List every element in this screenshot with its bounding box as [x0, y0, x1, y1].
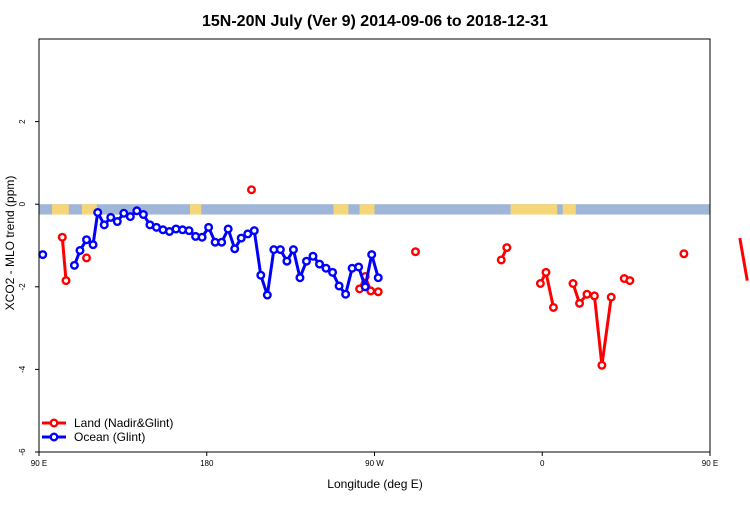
series-ocean-point [328, 267, 338, 277]
series-ocean-point [321, 263, 331, 273]
series-ocean-point [184, 226, 194, 236]
series-ocean-point [82, 235, 92, 245]
y-tick-label: -6 [18, 448, 27, 456]
land-patch [562, 204, 576, 215]
series-ocean-point [106, 212, 116, 222]
series-land-line [539, 270, 555, 308]
series-ocean-point [75, 245, 85, 255]
series-ocean-point [367, 250, 377, 260]
land-patch [189, 204, 202, 215]
legend-label: Land (Nadir&Glint) [74, 416, 173, 430]
series-land-point [597, 360, 607, 370]
series-ocean-point [275, 245, 285, 255]
y-tick-label: -4 [18, 365, 27, 373]
series-layer [38, 185, 749, 370]
series-ocean-point [112, 217, 122, 227]
x-tick-label: 0 [540, 459, 545, 468]
land-patch [510, 204, 558, 215]
series-ocean-point [262, 290, 272, 300]
series-ocean-point [217, 237, 227, 247]
series-land-point [61, 276, 71, 286]
series-ocean-point [93, 207, 103, 217]
legend: Land (Nadir&Glint)Ocean (Glint) [42, 416, 173, 444]
series-land-point [575, 298, 585, 308]
plot-frame [38, 38, 711, 453]
series-land-point [411, 247, 421, 257]
series-land-point [625, 276, 635, 286]
chart-title: 15N-20N July (Ver 9) 2014-09-06 to 2018-… [202, 13, 548, 30]
x-tick-label: 90 W [365, 459, 384, 468]
series-ocean-point [69, 260, 79, 270]
land-patch [333, 204, 349, 215]
series-ocean-point [341, 289, 351, 299]
series-land-point [541, 267, 551, 277]
series-land-point [582, 289, 592, 299]
legend-label: Ocean (Glint) [74, 430, 145, 444]
series-land-point [496, 255, 506, 265]
series-land-point [502, 243, 512, 253]
series-land-point [373, 287, 383, 297]
series-ocean-point [249, 226, 259, 236]
x-tick-label: 180 [200, 459, 214, 468]
series-ocean-point [204, 222, 214, 232]
series-ocean-point [230, 244, 240, 254]
series-ocean-point [197, 232, 207, 242]
series-land-line [60, 237, 68, 281]
series-land-point [606, 292, 616, 302]
series-ocean-point [288, 245, 298, 255]
series-ocean [38, 206, 383, 300]
y-tick-label: -2 [18, 283, 27, 291]
land-patch [81, 204, 97, 215]
series-land-point [568, 278, 578, 288]
x-tick-label: 90 E [31, 459, 47, 468]
series-ocean-point [315, 259, 325, 269]
series-ocean-point [282, 256, 292, 266]
series-ocean-point [88, 240, 98, 250]
x-tick-label: 90 E [702, 459, 718, 468]
x-axis-label: Longitude (deg E) [327, 477, 422, 491]
series-land-point [548, 302, 558, 312]
series-ocean-point [301, 256, 311, 266]
series-land-point [679, 249, 689, 259]
legend-swatch-point [49, 418, 59, 428]
series-land-point [82, 253, 92, 263]
series-ocean-point [223, 224, 233, 234]
legend-swatch-point [49, 432, 59, 442]
y-tick-label: 0 [18, 201, 27, 206]
x-axis: 90 E 180 90 W 0 90 E [31, 452, 718, 468]
series-ocean-point [334, 281, 344, 291]
y-axis-label: XCO2 - MLO trend (ppm) [3, 176, 17, 311]
series-ocean-point [308, 251, 318, 261]
series-land-point [57, 232, 67, 242]
legend-item-land: Land (Nadir&Glint) [42, 416, 173, 430]
series-ocean-point [360, 282, 370, 292]
series-ocean-point [132, 206, 142, 216]
land-patch [52, 204, 69, 215]
series-ocean-point [38, 250, 48, 260]
series-land-point [589, 291, 599, 301]
series-land-line [738, 237, 749, 281]
y-axis: 2 0 -2 -4 -6 [18, 119, 39, 456]
series-land-point [246, 185, 256, 195]
landmask-band [39, 204, 710, 215]
series-land-point [535, 278, 545, 288]
legend-item-ocean: Ocean (Glint) [42, 430, 145, 444]
series-ocean-point [354, 262, 364, 272]
series-ocean-point [256, 270, 266, 280]
series-ocean-point [125, 212, 135, 222]
series-ocean-point [138, 210, 148, 220]
series-land [57, 185, 749, 370]
y-tick-label: 2 [18, 119, 27, 124]
series-ocean-point [373, 273, 383, 283]
series-ocean-point [295, 273, 305, 283]
series-ocean-point [236, 233, 246, 243]
series-ocean-point [243, 229, 253, 239]
series-ocean-point [119, 208, 129, 218]
series-ocean-point [99, 220, 109, 230]
land-patch [359, 204, 375, 215]
